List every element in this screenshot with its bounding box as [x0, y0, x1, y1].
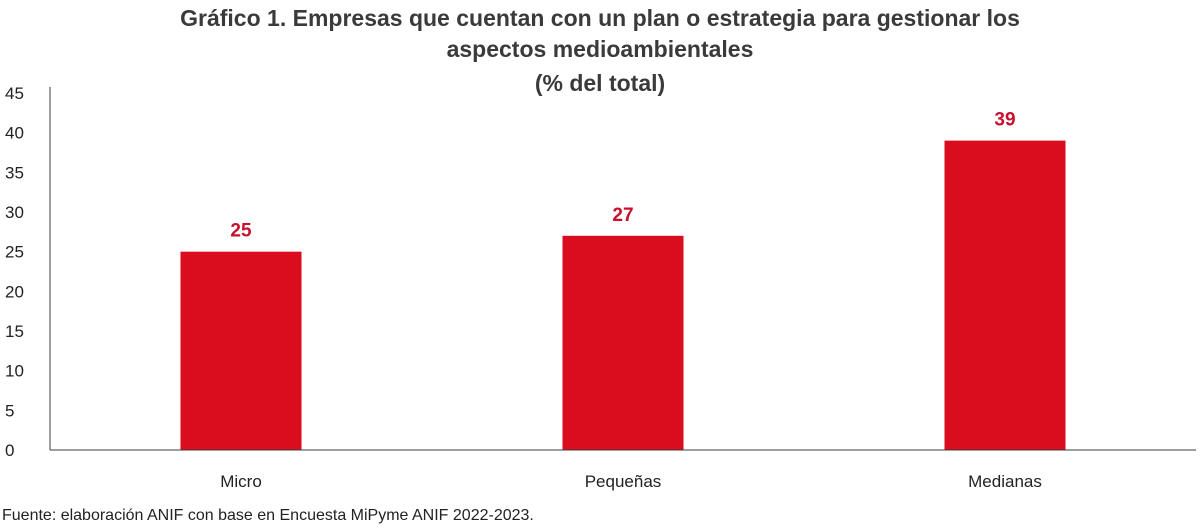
bar-series — [180, 140, 1066, 450]
bar-micro — [180, 251, 302, 450]
data-labels: 25 27 39 — [230, 110, 1015, 242]
y-tick-label: 0 — [5, 441, 14, 460]
data-label: 27 — [612, 205, 633, 226]
y-tick-label: 35 — [5, 163, 24, 182]
y-tick-label: 30 — [5, 203, 24, 222]
y-tick-label: 10 — [5, 362, 24, 381]
bar-medianas — [944, 140, 1066, 450]
y-tick-label: 40 — [5, 124, 24, 143]
chart-title-line-1: Gráfico 1. Empresas que cuentan con un p… — [180, 5, 1020, 31]
y-axis-tick-labels: 0 5 10 15 20 25 30 35 40 45 — [5, 84, 24, 460]
chart-title-line-2: aspectos medioambientales — [447, 36, 754, 62]
y-tick-label: 20 — [5, 282, 24, 301]
bar-pequeñas — [562, 235, 684, 450]
chart-subtitle: (% del total) — [535, 70, 665, 96]
category-label: Micro — [220, 472, 262, 491]
data-label: 39 — [994, 110, 1015, 131]
category-label: Pequeñas — [585, 472, 662, 491]
source-note: Fuente: elaboración ANIF con base en Enc… — [2, 507, 534, 524]
y-tick-label: 45 — [5, 84, 24, 103]
chart-title: Gráfico 1. Empresas que cuentan con un p… — [180, 5, 1020, 96]
y-tick-label: 15 — [5, 322, 24, 341]
y-tick-label: 25 — [5, 243, 24, 262]
data-label: 25 — [230, 221, 252, 242]
category-label: Medianas — [968, 472, 1042, 491]
x-axis-category-labels: Micro Pequeñas Medianas — [220, 472, 1042, 491]
y-tick-label: 5 — [5, 401, 14, 420]
